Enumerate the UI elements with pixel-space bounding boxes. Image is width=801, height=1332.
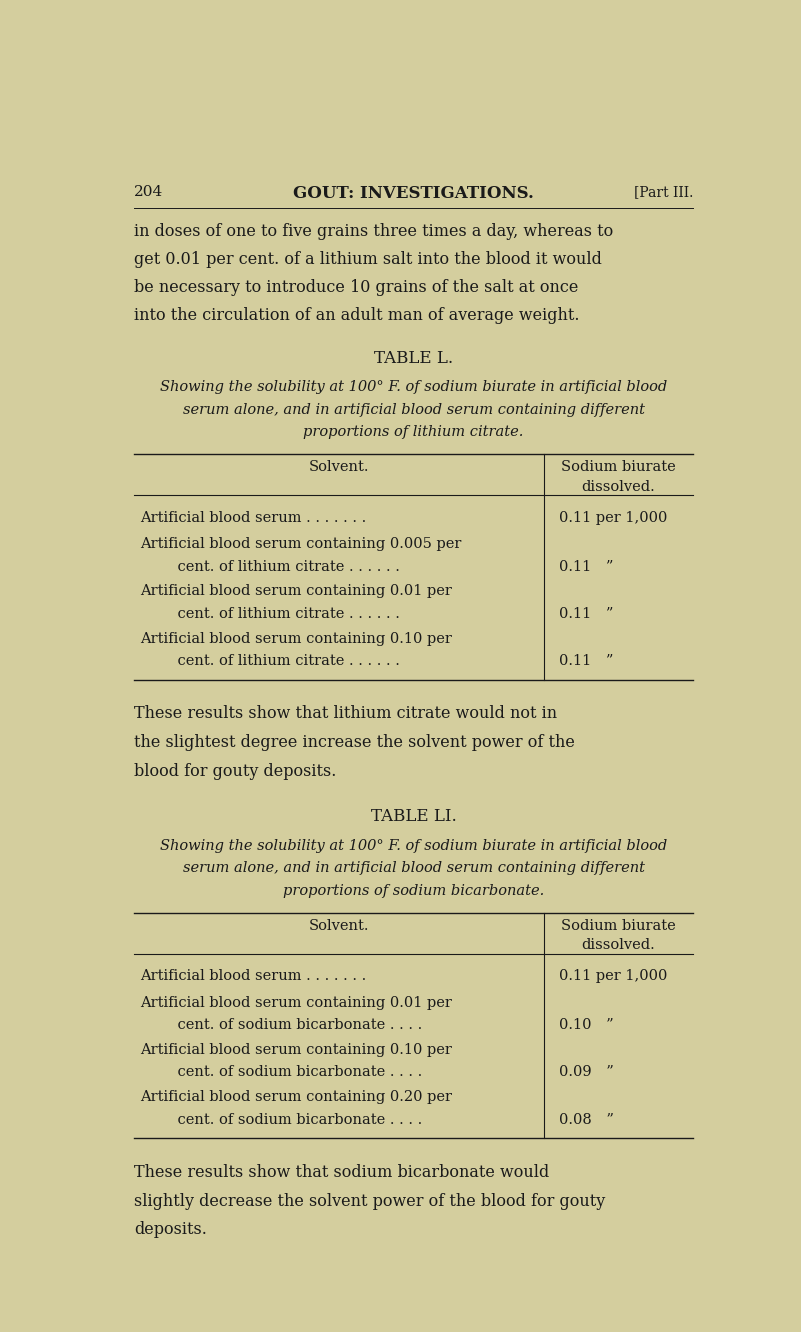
Text: get 0.01 per cent. of a lithium salt into the blood it would: get 0.01 per cent. of a lithium salt int… <box>135 252 602 268</box>
Text: Artificial blood serum containing 0.10 per: Artificial blood serum containing 0.10 p… <box>140 631 453 646</box>
Text: in doses of one to five grains three times a day, whereas to: in doses of one to five grains three tim… <box>135 224 614 241</box>
Text: Solvent.: Solvent. <box>309 919 369 932</box>
Text: cent. of sodium bicarbonate . . . .: cent. of sodium bicarbonate . . . . <box>159 1018 422 1032</box>
Text: Showing the solubility at 100° F. of sodium biurate in artificial blood: Showing the solubility at 100° F. of sod… <box>160 381 667 394</box>
Text: TABLE L.: TABLE L. <box>374 349 453 366</box>
Text: These results show that sodium bicarbonate would: These results show that sodium bicarbona… <box>135 1164 549 1181</box>
Text: Showing the solubility at 100° F. of sodium biurate in artificial blood: Showing the solubility at 100° F. of sod… <box>160 839 667 852</box>
Text: TABLE LI.: TABLE LI. <box>371 809 457 825</box>
Text: Artificial blood serum containing 0.10 per: Artificial blood serum containing 0.10 p… <box>140 1043 453 1056</box>
Text: Sodium biurate: Sodium biurate <box>561 919 676 932</box>
Text: slightly decrease the solvent power of the blood for gouty: slightly decrease the solvent power of t… <box>135 1192 606 1209</box>
Text: Artificial blood serum . . . . . . .: Artificial blood serum . . . . . . . <box>140 970 367 983</box>
Text: Artificial blood serum containing 0.20 per: Artificial blood serum containing 0.20 p… <box>140 1090 453 1104</box>
Text: 0.11 ”: 0.11 ” <box>559 607 614 621</box>
Text: dissolved.: dissolved. <box>582 480 655 494</box>
Text: serum alone, and in artificial blood serum containing different: serum alone, and in artificial blood ser… <box>183 402 645 417</box>
Text: Artificial blood serum . . . . . . .: Artificial blood serum . . . . . . . <box>140 510 367 525</box>
Text: be necessary to introduce 10 grains of the salt at once: be necessary to introduce 10 grains of t… <box>135 278 578 296</box>
Text: [Part III.: [Part III. <box>634 185 693 200</box>
Text: 0.11 ”: 0.11 ” <box>559 559 614 574</box>
Text: the slightest degree increase the solvent power of the: the slightest degree increase the solven… <box>135 734 575 751</box>
Text: proportions of lithium citrate.: proportions of lithium citrate. <box>304 425 524 440</box>
Text: cent. of lithium citrate . . . . . .: cent. of lithium citrate . . . . . . <box>159 559 400 574</box>
Text: 0.09 ”: 0.09 ” <box>559 1066 614 1079</box>
Text: cent. of lithium citrate . . . . . .: cent. of lithium citrate . . . . . . <box>159 654 400 669</box>
Text: Artificial blood serum containing 0.01 per: Artificial blood serum containing 0.01 p… <box>140 996 453 1010</box>
Text: These results show that lithium citrate would not in: These results show that lithium citrate … <box>135 706 557 722</box>
Text: into the circulation of an adult man of average weight.: into the circulation of an adult man of … <box>135 306 580 324</box>
Text: 0.10 ”: 0.10 ” <box>559 1018 614 1032</box>
Text: dissolved.: dissolved. <box>582 938 655 952</box>
Text: Artificial blood serum containing 0.005 per: Artificial blood serum containing 0.005 … <box>140 537 462 551</box>
Text: cent. of sodium bicarbonate . . . .: cent. of sodium bicarbonate . . . . <box>159 1112 422 1127</box>
Text: 0.08 ”: 0.08 ” <box>559 1112 614 1127</box>
Text: deposits.: deposits. <box>135 1221 207 1239</box>
Text: Artificial blood serum containing 0.01 per: Artificial blood serum containing 0.01 p… <box>140 585 453 598</box>
Text: cent. of lithium citrate . . . . . .: cent. of lithium citrate . . . . . . <box>159 607 400 621</box>
Text: Sodium biurate: Sodium biurate <box>561 461 676 474</box>
Text: cent. of sodium bicarbonate . . . .: cent. of sodium bicarbonate . . . . <box>159 1066 422 1079</box>
Text: proportions of sodium bicarbonate.: proportions of sodium bicarbonate. <box>283 884 544 898</box>
Text: Solvent.: Solvent. <box>309 461 369 474</box>
Text: 0.11 per 1,000: 0.11 per 1,000 <box>559 970 668 983</box>
Text: serum alone, and in artificial blood serum containing different: serum alone, and in artificial blood ser… <box>183 862 645 875</box>
Text: 0.11 per 1,000: 0.11 per 1,000 <box>559 510 668 525</box>
Text: blood for gouty deposits.: blood for gouty deposits. <box>135 763 336 781</box>
Text: 0.11 ”: 0.11 ” <box>559 654 614 669</box>
Text: 204: 204 <box>135 185 163 200</box>
Text: GOUT: INVESTIGATIONS.: GOUT: INVESTIGATIONS. <box>293 185 534 202</box>
